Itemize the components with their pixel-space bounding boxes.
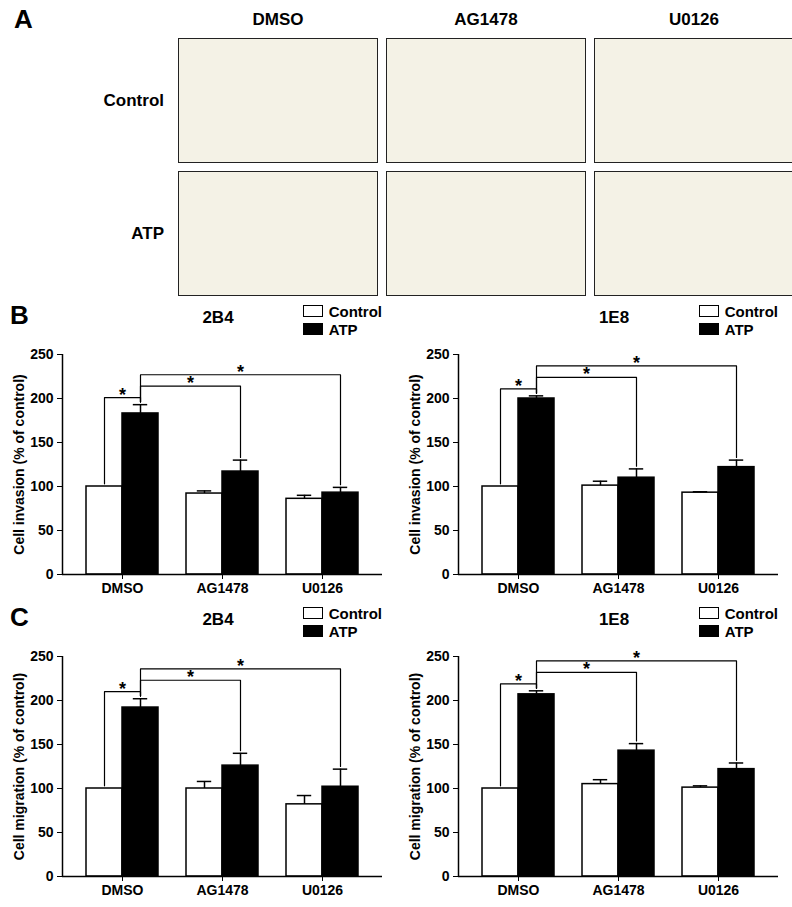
html-text:ATP: ATP <box>328 320 358 338</box>
svg-text:0: 0 <box>46 868 54 884</box>
svg-text:*: * <box>633 648 640 668</box>
html-text:2B4: 2B4 <box>202 308 234 327</box>
svg-text:*: * <box>515 671 522 691</box>
svg-text:50: 50 <box>434 522 450 538</box>
svg-text:AG1478: AG1478 <box>592 882 644 898</box>
svg-text:200: 200 <box>30 390 54 406</box>
svg-text:AG1478: AG1478 <box>592 580 644 596</box>
svg-text:100: 100 <box>426 780 450 796</box>
svg-text:*: * <box>583 364 590 384</box>
svg-text:200: 200 <box>426 390 450 406</box>
html-text:C: C <box>10 602 29 632</box>
html-text:DMSO: DMSO <box>252 10 304 29</box>
svg-text:100: 100 <box>30 478 54 494</box>
svg-text:AG1478: AG1478 <box>196 580 248 596</box>
html-text:Control: Control <box>103 90 164 110</box>
html-text:A: A <box>14 4 33 34</box>
svg-text:150: 150 <box>426 736 450 752</box>
svg-text:DMSO: DMSO <box>102 580 144 596</box>
svg-text:150: 150 <box>426 434 450 450</box>
html-text:B: B <box>10 300 29 330</box>
svg-text:Cell invasion (% of control): Cell invasion (% of control) <box>407 374 423 554</box>
svg-text:0: 0 <box>442 566 450 582</box>
svg-text:*: * <box>237 362 244 382</box>
svg-text:Cell migration (% of control): Cell migration (% of control) <box>11 673 27 860</box>
html-text:AG1478: AG1478 <box>454 10 518 29</box>
svg-text:U0126: U0126 <box>698 882 739 898</box>
html-text:ATP: ATP <box>724 622 754 640</box>
html-text:ATP: ATP <box>131 223 164 243</box>
html-text:Control: Control <box>328 302 382 320</box>
html-text:Control: Control <box>724 604 778 622</box>
svg-text:250: 250 <box>30 346 54 362</box>
svg-text:DMSO: DMSO <box>498 882 540 898</box>
svg-text:*: * <box>515 376 522 396</box>
svg-text:Cell migration (% of control): Cell migration (% of control) <box>407 673 423 860</box>
svg-text:*: * <box>583 659 590 679</box>
svg-text:U0126: U0126 <box>302 580 343 596</box>
svg-text:0: 0 <box>46 566 54 582</box>
svg-text:*: * <box>119 679 126 699</box>
html-text:ATP: ATP <box>724 320 754 338</box>
svg-text:DMSO: DMSO <box>102 882 144 898</box>
svg-text:50: 50 <box>38 824 54 840</box>
svg-text:DMSO: DMSO <box>498 580 540 596</box>
svg-text:250: 250 <box>30 648 54 664</box>
svg-text:0: 0 <box>442 868 450 884</box>
svg-text:200: 200 <box>30 692 54 708</box>
svg-text:U0126: U0126 <box>698 580 739 596</box>
html-text:2B4: 2B4 <box>202 610 234 629</box>
svg-text:200: 200 <box>426 692 450 708</box>
svg-text:*: * <box>237 656 244 676</box>
svg-text:*: * <box>633 353 640 373</box>
html-text:Control: Control <box>724 302 778 320</box>
html-text:1E8: 1E8 <box>598 308 630 327</box>
svg-text:150: 150 <box>30 434 54 450</box>
html-text:1E8: 1E8 <box>598 610 630 629</box>
html-text:Control: Control <box>328 604 382 622</box>
svg-text:*: * <box>119 385 126 405</box>
html-text:U0126: U0126 <box>668 10 719 29</box>
svg-text:150: 150 <box>30 736 54 752</box>
svg-text:AG1478: AG1478 <box>196 882 248 898</box>
svg-text:*: * <box>187 667 194 687</box>
html-text:ATP: ATP <box>328 622 358 640</box>
svg-text:U0126: U0126 <box>302 882 343 898</box>
svg-text:100: 100 <box>426 478 450 494</box>
svg-text:50: 50 <box>434 824 450 840</box>
svg-text:*: * <box>187 373 194 393</box>
svg-text:100: 100 <box>30 780 54 796</box>
svg-text:250: 250 <box>426 648 450 664</box>
svg-text:50: 50 <box>38 522 54 538</box>
svg-text:Cell invasion (% of control): Cell invasion (% of control) <box>11 374 27 554</box>
svg-text:250: 250 <box>426 346 450 362</box>
